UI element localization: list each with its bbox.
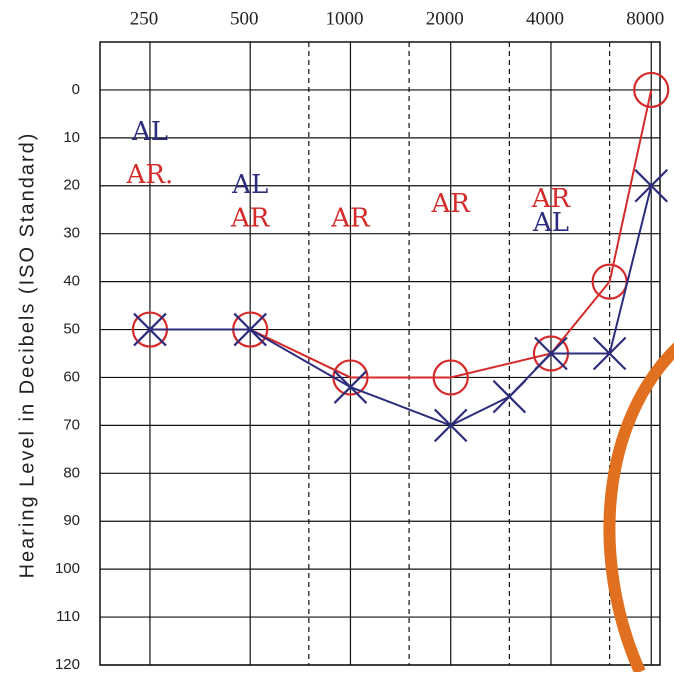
plot: 0 10 20 30 40 50 60 70 80 90 100 110 120 250 500 1000 20… xyxy=(55,8,670,673)
y-tick-label: 50 xyxy=(63,321,80,338)
y-tick-label: 70 xyxy=(63,416,80,433)
y-tick-label: 80 xyxy=(63,464,80,481)
marker-x xyxy=(333,370,368,404)
marker-x xyxy=(534,336,568,371)
marker-x xyxy=(133,312,167,347)
x-tick-label: 500 xyxy=(230,8,259,29)
marker-circle xyxy=(432,359,469,396)
marker-x xyxy=(233,312,267,347)
annotation: AR. xyxy=(126,160,174,190)
y-tick-label: 110 xyxy=(56,608,80,625)
x-tick-label: 250 xyxy=(130,8,159,29)
decoration-arc xyxy=(603,342,674,675)
series-line xyxy=(149,185,653,427)
marker-x xyxy=(433,408,468,443)
x-tick-label: 8000 xyxy=(626,8,664,29)
y-tick-label: 120 xyxy=(55,656,80,672)
marker-x xyxy=(592,336,627,371)
annotation: AR xyxy=(531,184,572,214)
y-tick-label: 30 xyxy=(63,225,80,242)
y-tick-label: 10 xyxy=(63,129,80,146)
y-tick-label: 20 xyxy=(63,177,80,194)
annotation: AR xyxy=(230,203,271,233)
annotation: AL xyxy=(131,117,168,147)
y-tick-label: 60 xyxy=(63,368,80,385)
y-tick-label: 40 xyxy=(63,273,80,290)
y-tick-label: 90 xyxy=(63,512,80,529)
y-tick-label: 100 xyxy=(55,560,80,577)
annotation: AL xyxy=(532,208,569,238)
annotation: AL xyxy=(231,170,268,200)
marker-x xyxy=(634,168,669,203)
x-tick-label: 4000 xyxy=(526,8,564,29)
annotation: AR xyxy=(431,189,472,219)
x-tick-label: 1000 xyxy=(325,8,363,29)
annotation: AR xyxy=(330,203,371,233)
marker-circle xyxy=(633,71,670,109)
marker-x xyxy=(492,379,527,414)
y-axis-label: Hearing Level in Decibels (ISO Standard) xyxy=(16,132,38,579)
y-tick-label: 0 xyxy=(72,81,80,98)
x-tick-label: 2000 xyxy=(426,8,464,29)
